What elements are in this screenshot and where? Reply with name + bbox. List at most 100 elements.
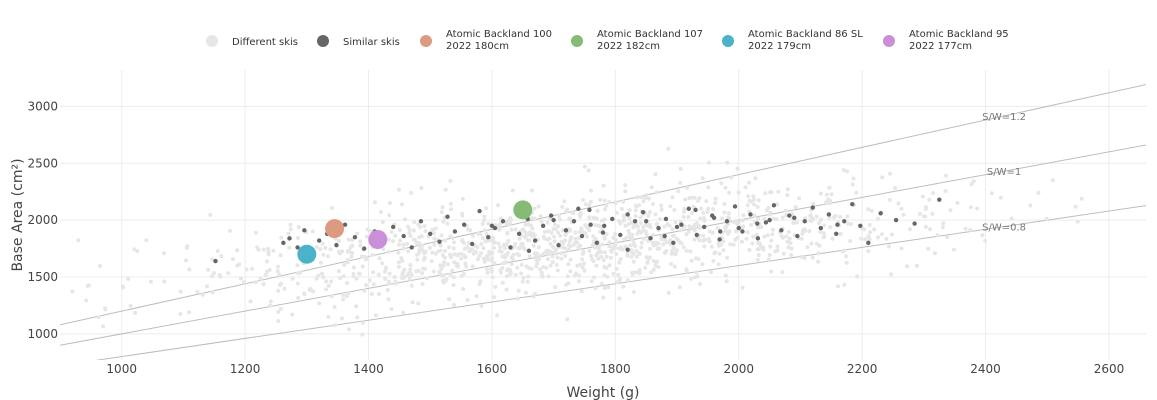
highlighted-ski-point[interactable] (297, 244, 317, 264)
different-ski-point (430, 227, 435, 232)
different-ski-point (789, 253, 794, 257)
different-ski-point (460, 196, 465, 201)
highlighted-ski-point[interactable] (325, 219, 345, 239)
different-ski-point (923, 224, 928, 229)
different-ski-point (621, 199, 626, 204)
different-ski-point (450, 236, 455, 240)
different-ski-point (442, 238, 447, 243)
different-ski-point (162, 279, 167, 284)
different-ski-point (702, 218, 707, 223)
similar-ski-point (792, 215, 797, 221)
different-ski-point (841, 168, 846, 173)
different-ski-point (589, 279, 594, 284)
different-ski-point (492, 295, 497, 300)
different-ski-point (601, 258, 606, 263)
different-ski-point (485, 270, 490, 275)
different-ski-point (678, 180, 683, 185)
different-ski-point (587, 228, 592, 233)
different-ski-point (548, 241, 553, 246)
different-ski-point (567, 239, 572, 244)
legend-label: Atomic Backland 95 (909, 29, 1009, 40)
different-ski-point (524, 264, 529, 269)
different-ski-point (688, 249, 693, 254)
different-ski-point (747, 198, 752, 203)
different-ski-point (726, 211, 731, 216)
different-ski-point (746, 194, 751, 199)
different-ski-point (148, 279, 153, 284)
different-ski-point (602, 286, 607, 291)
different-ski-point (614, 210, 619, 215)
different-ski-point (781, 251, 786, 256)
different-ski-point (886, 244, 891, 249)
different-ski-point (495, 203, 500, 208)
different-ski-point (908, 227, 913, 232)
different-ski-point (822, 223, 827, 228)
different-ski-point (178, 289, 183, 294)
different-ski-point (603, 250, 608, 255)
different-ski-point (330, 206, 334, 210)
different-ski-point (690, 211, 695, 215)
different-ski-point (386, 279, 391, 284)
different-ski-point (639, 245, 644, 250)
different-ski-point (613, 242, 617, 247)
different-ski-point (405, 241, 409, 246)
different-ski-point (452, 260, 457, 265)
different-ski-point (587, 203, 592, 207)
different-ski-point (647, 196, 651, 201)
different-ski-point (515, 265, 520, 270)
different-ski-point (521, 275, 526, 280)
different-ski-point (780, 215, 785, 220)
different-ski-point (589, 253, 593, 258)
different-ski-point (545, 220, 550, 225)
different-ski-point (723, 185, 728, 190)
different-ski-point (785, 193, 790, 198)
legend-label: 2022 177cm (909, 41, 972, 52)
different-ski-point (358, 239, 363, 244)
different-ski-point (836, 284, 841, 289)
different-ski-point (460, 213, 465, 218)
different-ski-point (783, 208, 788, 213)
different-ski-point (479, 242, 484, 247)
different-ski-point (751, 234, 756, 239)
highlighted-ski-point[interactable] (368, 229, 388, 249)
different-ski-point (405, 273, 410, 278)
similar-ski-point (492, 225, 498, 231)
different-ski-point (511, 252, 516, 257)
different-ski-point (571, 211, 576, 216)
different-ski-point (599, 250, 604, 254)
different-ski-point (556, 224, 561, 229)
different-ski-point (491, 240, 496, 245)
different-ski-point (623, 183, 628, 188)
different-ski-point (983, 238, 988, 243)
different-ski-point (591, 259, 596, 264)
different-ski-point (463, 261, 468, 266)
different-ski-point (534, 251, 539, 256)
similar-ski-point (563, 228, 569, 233)
different-ski-point (448, 201, 453, 206)
different-ski-point (379, 210, 383, 214)
similar-ski-point (625, 212, 630, 217)
different-ski-point (744, 236, 749, 241)
different-ski-point (807, 229, 812, 234)
different-ski-point (266, 250, 271, 255)
different-ski-point (611, 271, 616, 276)
different-ski-point (439, 233, 444, 238)
different-ski-point (563, 233, 568, 237)
different-ski-point (433, 251, 438, 256)
different-ski-point (655, 221, 659, 226)
different-ski-point (462, 271, 466, 276)
different-ski-point (346, 237, 351, 242)
different-ski-point (408, 263, 413, 267)
different-ski-point (324, 279, 329, 284)
highlighted-ski-point[interactable] (513, 200, 533, 220)
similar-ski-point (818, 225, 824, 231)
different-ski-point (887, 197, 892, 202)
different-ski-point (258, 276, 263, 281)
different-ski-point (423, 249, 428, 254)
different-ski-point (210, 274, 214, 279)
x-tick-label: 1200 (230, 362, 261, 376)
different-ski-point (454, 264, 459, 268)
x-axis-title: Weight (g) (566, 385, 639, 400)
different-ski-point (630, 232, 635, 237)
different-ski-point (474, 294, 479, 299)
